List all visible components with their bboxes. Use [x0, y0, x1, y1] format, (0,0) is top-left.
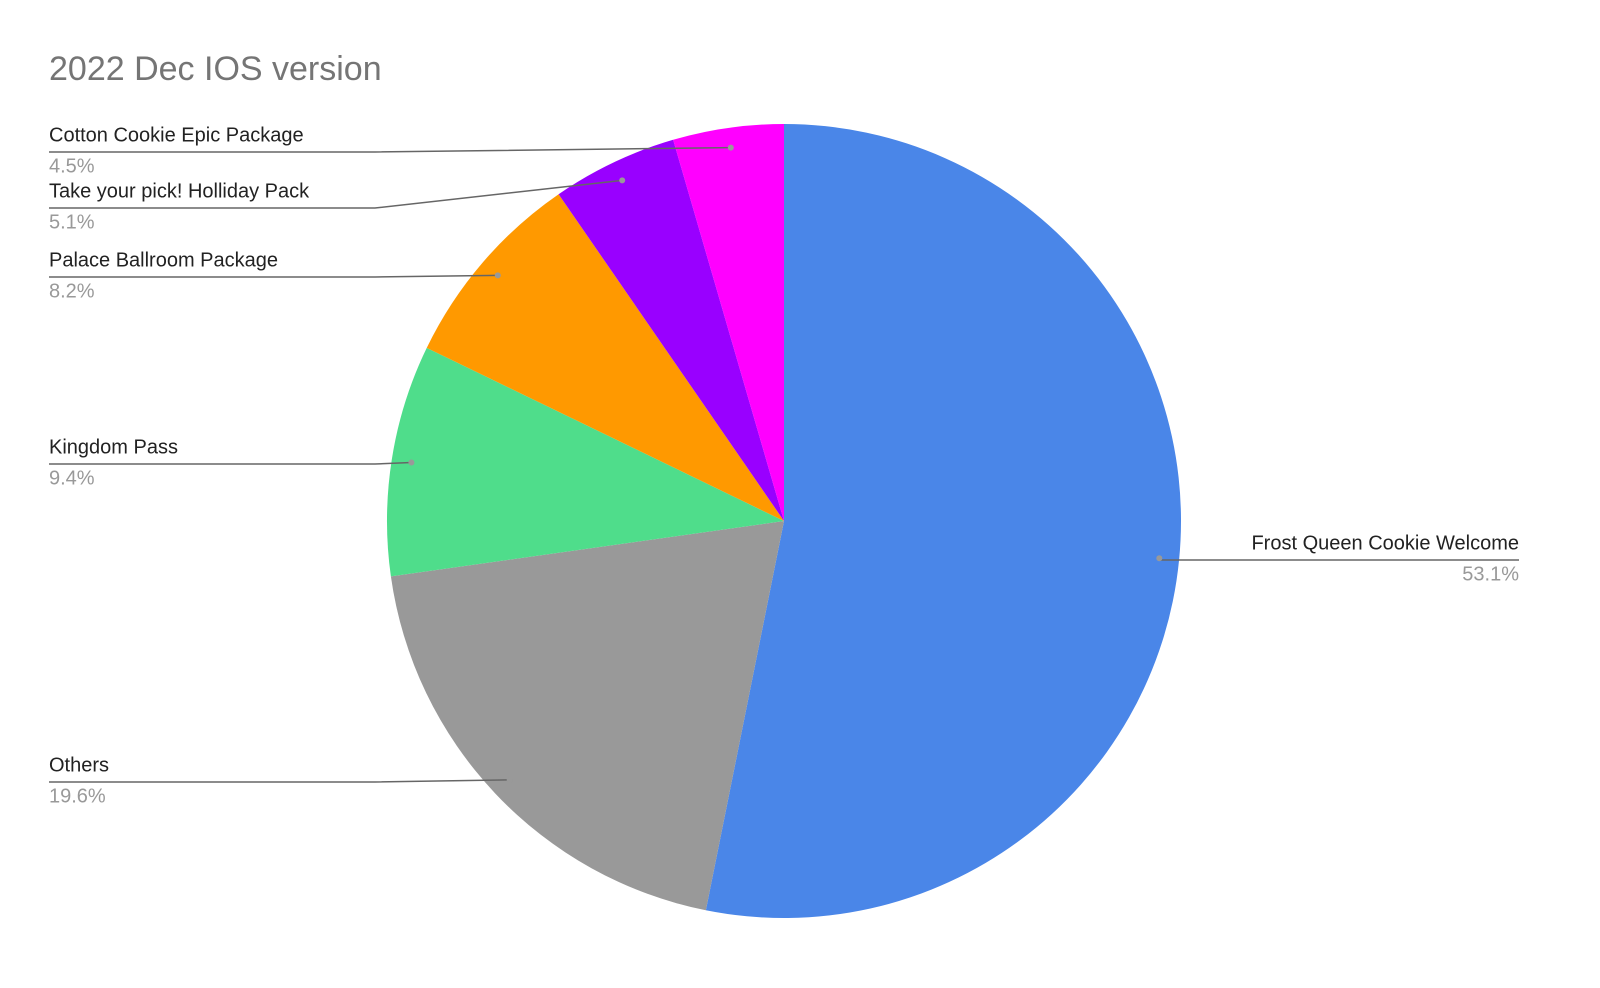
- slice-value-label: 5.1%: [49, 211, 95, 233]
- leader-dot: [408, 459, 415, 466]
- pie-slice: [426, 194, 784, 521]
- slice-value-label: 19.6%: [49, 785, 106, 807]
- slice-label: Kingdom Pass: [49, 436, 178, 458]
- leader-dot: [494, 272, 501, 279]
- leader-dot: [619, 177, 626, 184]
- slice-value-label: 53.1%: [1462, 563, 1519, 585]
- slice-value-label: 4.5%: [49, 155, 95, 177]
- pie-slice: [705, 124, 1181, 918]
- slice-label: Palace Ballroom Package: [49, 249, 278, 271]
- pie-slice: [390, 521, 784, 911]
- pie-slice: [387, 347, 784, 577]
- leader-line: [49, 779, 510, 783]
- pie-slice: [673, 124, 784, 521]
- chart-title: 2022 Dec IOS version: [49, 50, 382, 88]
- pie-slice: [558, 139, 784, 521]
- slice-label: Take your pick! Holliday Pack: [49, 180, 310, 202]
- leader-line: [49, 461, 412, 465]
- leader-line: [49, 179, 623, 209]
- leader-line: [49, 146, 731, 153]
- leader-line: [49, 274, 498, 278]
- slice-label: Cotton Cookie Epic Package: [49, 124, 304, 146]
- slice-value-label: 9.4%: [49, 467, 95, 489]
- leader-dot: [727, 144, 734, 151]
- slice-label: Frost Queen Cookie Welcome: [1251, 532, 1519, 554]
- leader-dot: [1156, 555, 1163, 562]
- slice-label: Others: [49, 754, 109, 776]
- leader-dot: [506, 776, 513, 783]
- slice-value-label: 8.2%: [49, 280, 95, 302]
